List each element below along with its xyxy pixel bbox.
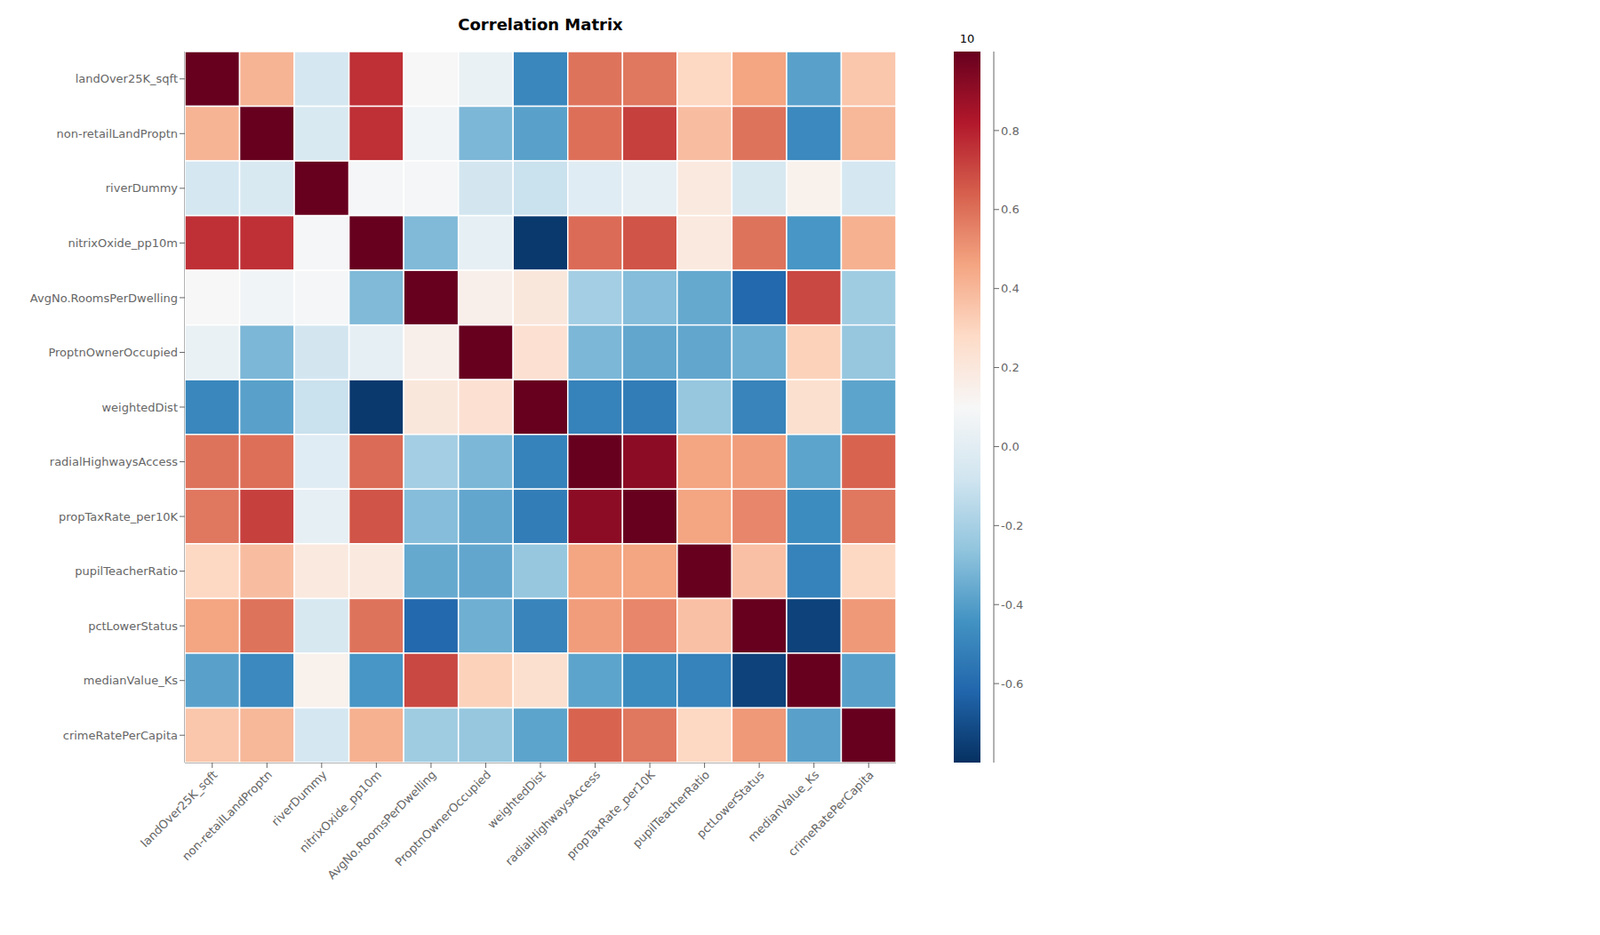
svg-text:crimeRatePerCapita: crimeRatePerCapita	[63, 728, 178, 743]
svg-text:ProptnOwnerOccupied: ProptnOwnerOccupied	[48, 345, 178, 360]
svg-text:0.8: 0.8	[1000, 124, 1020, 138]
svg-text:radialHighwaysAccess: radialHighwaysAccess	[503, 768, 604, 869]
svg-text:-0.2: -0.2	[1000, 519, 1024, 533]
svg-text:pctLowerStatus: pctLowerStatus	[694, 768, 767, 841]
svg-text:riverDummy: riverDummy	[105, 181, 179, 195]
svg-text:propTaxRate_per10K: propTaxRate_per10K	[563, 768, 658, 863]
svg-text:-0.4: -0.4	[1000, 598, 1024, 612]
html-text:10: 10	[959, 32, 975, 46]
svg-text:medianValue_Ks: medianValue_Ks	[745, 768, 822, 845]
svg-text:landOver25K_sqft: landOver25K_sqft	[75, 72, 178, 86]
svg-text:crimeRatePerCapita: crimeRatePerCapita	[785, 768, 877, 859]
svg-text:0.2: 0.2	[1000, 360, 1020, 375]
svg-text:medianValue_Ks: medianValue_Ks	[83, 673, 178, 688]
svg-text:propTaxRate_per10K: propTaxRate_per10K	[58, 510, 178, 524]
svg-text:riverDummy: riverDummy	[268, 768, 329, 829]
svg-text:weightedDist: weightedDist	[484, 768, 549, 832]
svg-text:non-retailLandProptn: non-retailLandProptn	[179, 768, 275, 864]
svg-text:0.6: 0.6	[1000, 202, 1020, 216]
svg-text:AvgNo.RoomsPerDwelling: AvgNo.RoomsPerDwelling	[30, 291, 178, 305]
svg-text:weightedDist: weightedDist	[101, 400, 178, 415]
svg-text:landOver25K_sqft: landOver25K_sqft	[137, 768, 220, 850]
svg-text:ProptnOwnerOccupied: ProptnOwnerOccupied	[392, 768, 495, 870]
svg-text:AvgNo.RoomsPerDwelling: AvgNo.RoomsPerDwelling	[324, 768, 439, 882]
svg-text:nitrixOxide_pp10m: nitrixOxide_pp10m	[67, 236, 178, 250]
svg-text:radialHighwaysAccess: radialHighwaysAccess	[49, 455, 178, 469]
svg-text:pupilTeacherRatio: pupilTeacherRatio	[630, 768, 713, 851]
svg-text:pupilTeacherRatio: pupilTeacherRatio	[74, 564, 178, 578]
html-text:Correlation Matrix: Correlation Matrix	[458, 15, 623, 34]
svg-text:0.4: 0.4	[1000, 281, 1020, 296]
svg-text:non-retailLandProptn: non-retailLandProptn	[56, 127, 178, 141]
svg-text:nitrixOxide_pp10m: nitrixOxide_pp10m	[296, 768, 384, 856]
svg-text:pctLowerStatus: pctLowerStatus	[88, 619, 178, 633]
svg-text:0.0: 0.0	[1000, 440, 1020, 454]
svg-text:-0.6: -0.6	[1000, 677, 1024, 691]
